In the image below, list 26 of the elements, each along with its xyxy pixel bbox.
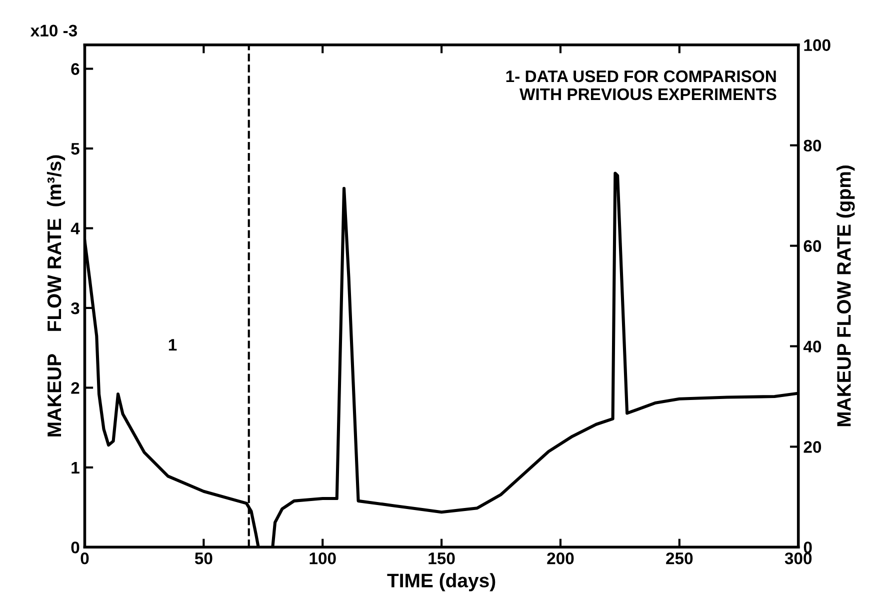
x-tick-label: 300 [784, 552, 812, 564]
y-tick-label: 1 [72, 462, 80, 474]
y-tick-label: 4 [70, 222, 80, 234]
x-axis-title: TIME (days) [387, 573, 496, 592]
y2-axis-title: MAKEUP FLOW RATE (gpm) [836, 166, 855, 426]
y2-tick-label: 40 [803, 340, 822, 352]
y2-tick-label: 80 [804, 140, 822, 152]
x-tick-label: 50 [194, 552, 212, 564]
x-tick-label: 200 [547, 552, 574, 564]
x-tick-label: 100 [310, 552, 336, 564]
annotation: 1- DATA USED FOR COMPARISON WITH PREVIOUS EXPERIMENTS [506, 70, 776, 100]
x-tick-label: 250 [666, 552, 693, 564]
y-tick-label: 5 [71, 143, 80, 155]
annotation: 1 [168, 339, 177, 351]
y2-tick-label: 60 [804, 240, 822, 252]
y2-tick-label: 100 [804, 39, 830, 52]
y-tick-label: 6 [71, 63, 80, 75]
y-tick-label: 0 [71, 542, 80, 554]
text: x10 -3 [30, 24, 78, 37]
y-tick-label: 2 [71, 382, 80, 394]
y-axis-title: MAKEUP FLOW RATE (m³/s) [46, 155, 66, 436]
x-tick-label: 0 [80, 552, 89, 564]
x-tick-label: 150 [428, 552, 455, 564]
y2-tick-label: 20 [804, 441, 822, 453]
y2-tick-label: 0 [804, 542, 812, 554]
y-tick-label: 3 [70, 302, 80, 314]
